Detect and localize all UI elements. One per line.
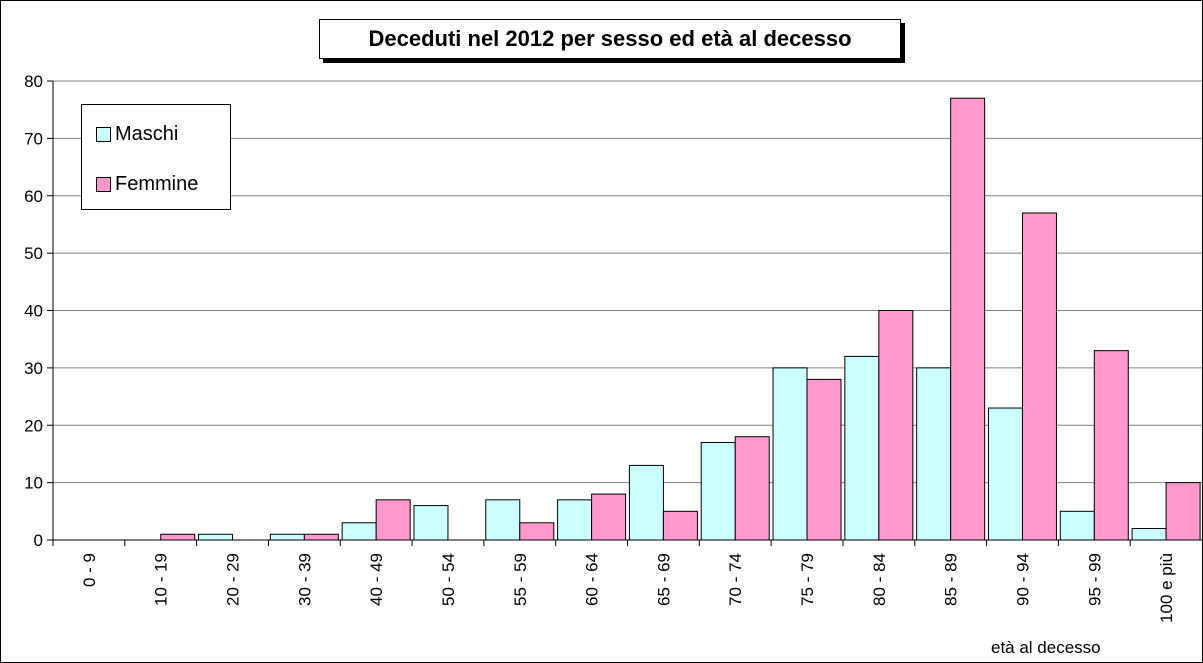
bar-femmine xyxy=(160,533,196,541)
x-tick-label: 70 - 74 xyxy=(726,553,745,606)
bar-maschi xyxy=(557,499,593,541)
bar-maschi xyxy=(341,522,377,541)
bar-femmine xyxy=(375,499,411,541)
bar-maschi xyxy=(198,533,234,541)
y-tick-label: 10 xyxy=(24,474,43,493)
bar-maschi xyxy=(916,367,952,541)
x-tick-label: 0 - 9 xyxy=(80,553,99,587)
bar-maschi xyxy=(1059,510,1095,541)
bar-maschi xyxy=(987,407,1023,541)
bar-femmine xyxy=(591,493,627,541)
bar-maschi xyxy=(485,499,521,541)
legend-label-maschi: Maschi xyxy=(115,123,179,145)
y-tick-label: 40 xyxy=(24,302,43,321)
x-tick-label: 80 - 84 xyxy=(870,553,889,606)
y-tick-label: 20 xyxy=(24,416,43,435)
x-tick-label: 75 - 79 xyxy=(798,553,817,606)
bar-femmine xyxy=(1021,212,1057,541)
bar-femmine xyxy=(1093,350,1129,541)
x-tick-label: 40 - 49 xyxy=(367,553,386,606)
axis-layer: 0 10 20 30 40 50 60 70 80 0 - 9 10 - 19 20 - 29 30 -… xyxy=(24,72,1202,623)
bar-maschi xyxy=(413,505,449,541)
y-tick-label: 50 xyxy=(24,244,43,263)
bar-femmine xyxy=(662,510,698,541)
bar-maschi xyxy=(1131,528,1167,541)
bar-maschi xyxy=(269,533,305,541)
x-tick-label: 20 - 29 xyxy=(224,553,243,606)
y-tick-label: 80 xyxy=(24,72,43,91)
bar-maschi xyxy=(700,441,736,541)
y-tick-label: 70 xyxy=(24,129,43,148)
bar-femmine xyxy=(1165,482,1201,541)
x-tick-label: 90 - 94 xyxy=(1013,553,1032,606)
x-tick-label: 10 - 19 xyxy=(152,553,171,606)
legend-swatch-maschi xyxy=(96,127,111,142)
legend-swatch-femmine xyxy=(96,177,111,192)
legend-item-femmine: Femmine xyxy=(96,173,198,196)
x-tick-label: 95 - 99 xyxy=(1085,553,1104,606)
bar-maschi xyxy=(844,355,880,541)
y-tick-label: 30 xyxy=(24,359,43,378)
bar-layer xyxy=(160,97,1201,541)
x-axis-label: età al decesso xyxy=(991,638,1101,657)
bar-femmine xyxy=(303,533,339,541)
legend-item-maschi: Maschi xyxy=(96,123,178,146)
chart-title: Deceduti nel 2012 per sesso ed età al de… xyxy=(319,19,901,59)
grid-layer xyxy=(53,80,1202,484)
y-tick-label: 60 xyxy=(24,187,43,206)
x-tick-label: 55 - 59 xyxy=(511,553,530,606)
bar-femmine xyxy=(878,310,914,541)
legend: Maschi Femmine xyxy=(81,104,231,210)
bar-maschi xyxy=(628,464,664,541)
bar-femmine xyxy=(950,97,986,541)
legend-label-femmine: Femmine xyxy=(115,173,199,195)
x-tick-label: 65 - 69 xyxy=(654,553,673,606)
x-tick-label: 100 e più xyxy=(1157,553,1176,623)
x-tick-label: 85 - 89 xyxy=(942,553,961,606)
bar-maschi xyxy=(772,367,808,541)
x-tick-label: 50 - 54 xyxy=(439,553,458,606)
y-tick-label: 0 xyxy=(34,531,43,550)
bar-femmine xyxy=(734,436,770,541)
x-tick-label: 60 - 64 xyxy=(583,553,602,606)
x-tick-label: 30 - 39 xyxy=(295,553,314,606)
bar-femmine xyxy=(806,378,842,541)
bar-femmine xyxy=(519,522,555,541)
